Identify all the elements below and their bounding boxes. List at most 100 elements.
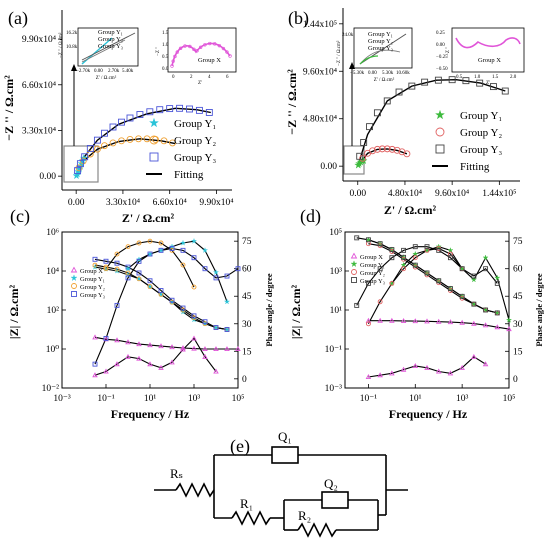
chart-d-ytick-label-2: 10¹ — [330, 306, 343, 316]
chart-a-inset-1-legend-y1: Group Y₁ — [98, 29, 123, 36]
chart-a-legend-fit: Fitting — [174, 169, 204, 181]
chart-d-point-phase-group-y2-1 — [377, 299, 383, 305]
chart-a-inset-2-xtick-3: 6 — [226, 75, 229, 80]
chart-d-y-ticks: 10⁻³ 10⁻¹ 10¹ 10³ 10⁵ — [325, 228, 349, 394]
chart-b-legend: Group Y₁ Group Y₂ Group Y₃ Fitting — [432, 109, 502, 173]
chart-d-point-phase-group-y3-0 — [354, 302, 360, 308]
chart-a-legend: Group Y₁ Group Y₂ Group Y₃ Fitting — [146, 117, 216, 181]
chart-b-xtick-label-1: 4.80x10⁴ — [388, 189, 423, 199]
chart-c-point-phase-group-y2-2 — [125, 244, 131, 250]
chart-a-point-group-y2-8 — [135, 135, 142, 143]
chart-c-point-modulus-group-y3-4 — [136, 270, 142, 276]
chart-c-points — [91, 237, 241, 378]
chart-a-xtick-label-0: 0.00 — [68, 198, 85, 208]
chart-c-legend-markers — [70, 266, 78, 297]
chart-c-point-phase-group-y3-5 — [147, 251, 153, 257]
chart-d-point-phase-group-x-10 — [482, 361, 489, 367]
chart-b-inset-2-xtick-1: 1.0 — [474, 75, 481, 80]
chart-c-legend-marker-group-y3 — [71, 291, 77, 297]
chart-d-point-modulus-group-x-12 — [506, 326, 512, 332]
chart-a-x-ticks: 0.00 3.30x10⁴ 6.60x10⁴ 9.90x10⁴ — [68, 190, 234, 208]
chart-c-point-phase-group-x-7 — [169, 359, 175, 365]
chart-c-xtick-label-4: 10⁵ — [232, 394, 245, 404]
chart-c-x-label: Frequency / Hz — [111, 407, 190, 421]
chart-b-inset-2-xtick-0: 0.5 — [456, 75, 463, 80]
chart-a-point-group-y2-7 — [126, 136, 134, 143]
chart-d-point-phase-group-x-5 — [424, 364, 430, 370]
chart-a-legend-markers — [149, 117, 159, 162]
chart-d-point-modulus-group-y3-0 — [354, 235, 360, 241]
chart-d-point-modulus-group-y3-11 — [483, 307, 489, 313]
chart-d-x-ticks: 10⁻¹ 10¹ 10³ 10⁵ — [360, 384, 516, 404]
chart-a-inset-2-point-16 — [228, 54, 232, 58]
chart-a-inset-2-point-0 — [170, 64, 174, 68]
cpe-q2 — [321, 491, 349, 509]
chart-a-inset-2-point-11 — [208, 41, 212, 46]
chart-d-point-modulus-group-y3-7 — [436, 278, 442, 284]
chart-c-point-phase-group-x-6 — [158, 364, 164, 370]
chart-d-point-modulus-group-y3-5 — [412, 262, 418, 268]
chart-b-point-group-y2-3 — [373, 145, 381, 153]
chart-d-point-phase-group-y1-8 — [482, 254, 489, 261]
chart-b-point-group-y3-12 — [490, 83, 497, 91]
chart-b-inset-1-legend-y3: Group Y₃ — [368, 45, 393, 52]
chart-a-inset-1-legend-y3: Group Y₃ — [98, 43, 123, 50]
chart-d-point-modulus-group-x-8 — [459, 319, 465, 325]
chart-d-y2tick-label-4: 60 — [513, 265, 523, 275]
chart-c-point-phase-group-y3-3 — [125, 275, 131, 281]
chart-c-point-modulus-group-y3-11 — [213, 325, 219, 330]
chart-b-ytick-label-0: 0.00 — [320, 162, 337, 172]
chart-c-xtick-label-2: 10¹ — [144, 394, 157, 404]
chart-d-point-modulus-group-x-3 — [400, 317, 407, 323]
chart-d-y2tick-label-5: 75 — [513, 237, 523, 247]
chart-b-point-group-y3-11 — [476, 79, 484, 87]
chart-d-fit-modulus-group-x — [368, 320, 510, 330]
chart-d-point-phase-group-y3-2 — [377, 266, 383, 272]
chart-c-point-phase-group-y3-1 — [103, 335, 109, 341]
chart-b-inset-2-xtick-2: 1.5 — [492, 75, 499, 80]
chart-a-fit-0 — [75, 138, 176, 177]
chart-b-legend-y2: Group Y₂ — [460, 127, 502, 139]
chart-a-point-group-y3-2 — [81, 153, 89, 161]
chart-b-point-group-y3-10 — [462, 77, 470, 85]
chart-b-inset-2-y-label: −Z '' — [446, 47, 451, 56]
chart-a-xtick-label-2: 6.60x10⁴ — [153, 198, 188, 208]
chart-c-point-phase-group-y3-11 — [213, 275, 219, 281]
chart-a-point-group-y3-7 — [118, 118, 125, 126]
chart-a-zoom-arrowhead — [71, 64, 77, 71]
chart-b-inset-2-x-label: Z' — [486, 81, 490, 86]
chart-c-point-phase-group-y3-7 — [169, 246, 175, 251]
chart-d-point-phase-group-y1-2 — [412, 250, 419, 257]
chart-d-point-phase-group-y3-5 — [412, 244, 418, 250]
chart-a-point-group-y3-14 — [186, 105, 193, 113]
resistor-r2 — [297, 522, 337, 538]
chart-a-point-group-y3-5 — [101, 129, 108, 137]
chart-a-inset-1-xtick-0: −2.70k — [76, 69, 91, 74]
chart-d-x-label: Frequency / Hz — [389, 407, 468, 421]
chart-a-point-group-y3-1 — [76, 160, 84, 168]
chart-b-inset-1-legend-y2: Group Y₂ — [368, 38, 393, 45]
chart-a-inset-2-point-3 — [175, 50, 180, 54]
chart-a-inset-2-point-1 — [171, 59, 175, 63]
chart-d-ytick-label-1: 10⁻¹ — [325, 345, 343, 355]
label-r1: R₁ — [240, 496, 253, 511]
chart-d-point-modulus-group-x-10 — [482, 322, 489, 328]
chart-b-point-group-y3-4 — [383, 97, 391, 105]
chart-d-legend-markers — [350, 252, 358, 283]
chart-c-point-modulus-group-x-12 — [224, 346, 230, 352]
chart-d-xtick-label-3: 10⁵ — [503, 394, 516, 404]
chart-d-point-modulus-group-y3-6 — [424, 270, 430, 276]
chart-d-y2-label: Phase angle / degree — [534, 273, 544, 346]
chart-d-point-modulus-group-y3-9 — [459, 293, 465, 299]
chart-c-point-phase-group-y1-5 — [179, 239, 187, 246]
chart-c-point-phase-group-y3-13 — [235, 266, 241, 272]
chart-c-ytick-label-4: 10⁶ — [46, 228, 59, 238]
chart-d-point-phase-group-y2-0 — [365, 321, 371, 327]
chart-c-legend-x: Group X — [80, 268, 103, 275]
chart-c-point-modulus-group-y3-1 — [103, 258, 109, 264]
chart-d-point-modulus-group-x-2 — [389, 317, 395, 323]
chart-d-point-modulus-group-x-1 — [377, 317, 383, 323]
chart-d-point-modulus-group-y3-1 — [365, 237, 371, 243]
chart-d-point-phase-group-y2-4 — [412, 255, 418, 261]
chart-a-inset-2-ytick-0: 0.0 — [162, 67, 169, 72]
